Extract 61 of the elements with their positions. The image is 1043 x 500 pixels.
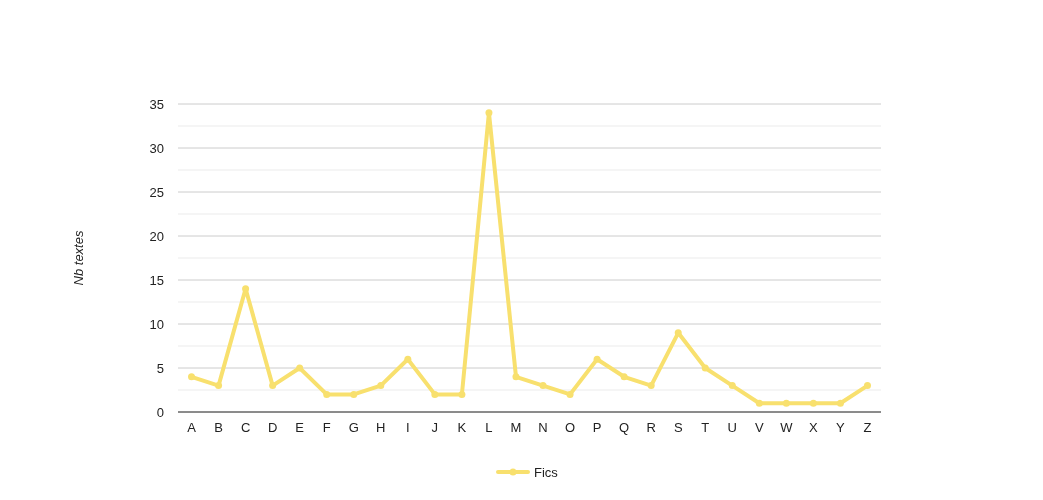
y-tick-label: 15 [149, 272, 164, 288]
x-tick-label: E [295, 420, 305, 435]
point [836, 399, 844, 407]
x-tick-label: K [457, 420, 467, 435]
point [296, 364, 304, 372]
x-tick-label: V [754, 420, 764, 435]
y-axis-title: Nb textes [71, 230, 86, 286]
point [404, 355, 412, 363]
x-tick-label: H [376, 420, 386, 435]
point [485, 109, 493, 117]
x-tick-label: L [485, 420, 493, 435]
point [188, 373, 196, 381]
x-tick-label: I [406, 420, 410, 435]
x-tick-label: M [510, 420, 522, 435]
point [701, 364, 709, 372]
point [350, 390, 358, 398]
x-tick-label: W [780, 420, 794, 435]
x-tick-label: T [701, 420, 710, 435]
point [242, 285, 250, 293]
point [782, 399, 790, 407]
point [431, 390, 439, 398]
x-tick-label: O [565, 420, 576, 435]
x-tick-label: D [267, 420, 278, 435]
point [593, 355, 601, 363]
point [863, 382, 871, 390]
legend-label: Fics [534, 464, 559, 480]
y-tick-label: 10 [149, 316, 164, 332]
point [620, 373, 628, 381]
y-tick-label: 30 [149, 140, 164, 156]
x-tick-label: R [646, 420, 656, 435]
x-tick-label: Z [863, 420, 872, 435]
point [377, 382, 385, 390]
x-tick-label: B [214, 420, 223, 435]
y-tick-label: 25 [149, 184, 164, 200]
y-tick-label: 0 [156, 404, 164, 420]
x-tick-label: J [431, 420, 439, 435]
point [755, 399, 763, 407]
point [323, 390, 331, 398]
point [647, 382, 655, 390]
x-tick-label: Q [619, 420, 630, 435]
y-tick-label: 35 [149, 96, 164, 112]
point [539, 382, 547, 390]
point [566, 390, 574, 398]
point [269, 382, 277, 390]
x-tick-label: G [348, 420, 359, 435]
point [809, 399, 817, 407]
x-tick-label: P [592, 420, 602, 435]
x-tick-label: S [673, 420, 683, 435]
point [215, 382, 223, 390]
x-tick-label: A [187, 420, 197, 435]
x-tick-label: N [538, 420, 548, 435]
x-tick-label: U [727, 420, 737, 435]
x-tick-label: Y [836, 420, 846, 435]
y-tick-label: 5 [156, 360, 164, 376]
y-tick-label: 20 [149, 228, 164, 244]
point [728, 382, 736, 390]
x-tick-label: F [322, 420, 331, 435]
point [512, 373, 520, 381]
x-tick-label: X [809, 420, 819, 435]
x-tick-label: C [240, 420, 251, 435]
point [458, 390, 466, 398]
